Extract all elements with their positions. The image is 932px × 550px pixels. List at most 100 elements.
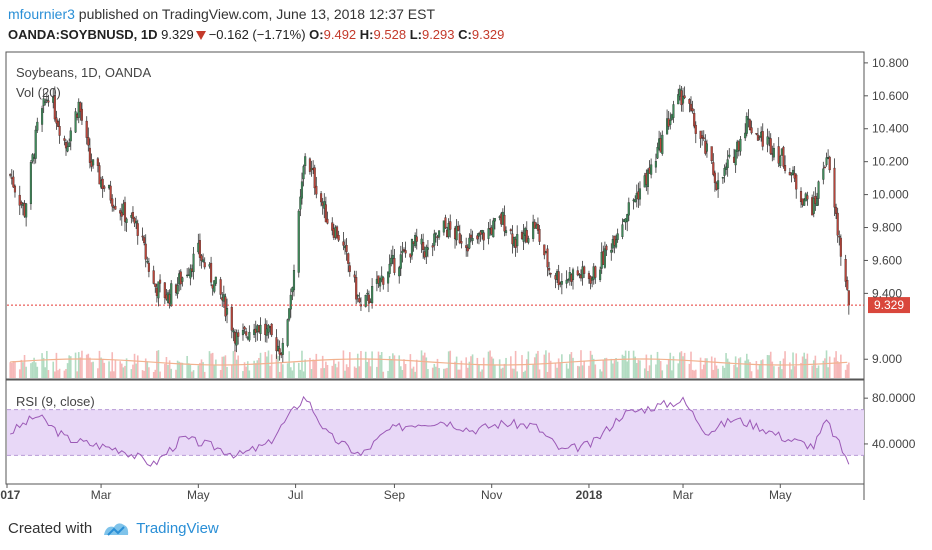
volume-bar: [47, 370, 50, 378]
volume-bar: [637, 359, 640, 378]
volume-bar: [444, 368, 447, 378]
volume-bar: [41, 353, 43, 378]
candle-body: [699, 130, 702, 139]
time-tick-label: 2018: [576, 488, 603, 502]
candle-body: [503, 214, 506, 232]
candle-body: [399, 254, 402, 269]
volume-bar: [270, 354, 273, 378]
volume-bar: [246, 361, 249, 378]
price-tick-label: 10.000: [872, 188, 909, 202]
candle-body: [846, 280, 849, 290]
volume-bar: [176, 360, 179, 378]
candle-body: [324, 204, 327, 223]
volume-bar: [179, 362, 182, 378]
candle-body: [847, 290, 850, 306]
volume-bar: [167, 364, 169, 378]
candle-body: [693, 113, 696, 127]
candle-body: [772, 147, 775, 158]
volume-bar: [326, 365, 329, 378]
volume-bar: [647, 370, 649, 378]
volume-bar: [683, 352, 686, 378]
volume-bar: [561, 354, 563, 378]
candle-body: [232, 330, 235, 333]
volume-bar: [293, 362, 295, 378]
volume-bar: [777, 366, 780, 378]
volume-bar: [321, 355, 324, 378]
volume-bar: [643, 368, 646, 378]
volume-bar: [734, 356, 737, 378]
volume-bar: [337, 361, 340, 378]
volume-bar: [548, 352, 550, 378]
candle-body: [326, 218, 329, 224]
volume-bar: [725, 353, 727, 378]
volume-bar: [125, 358, 128, 378]
candle-body: [425, 246, 428, 257]
tradingview-brand-link[interactable]: TradingView: [136, 519, 219, 537]
candle-body: [210, 262, 213, 283]
volume-bar: [804, 358, 807, 378]
volume-bar: [325, 361, 327, 378]
volume-bar: [159, 371, 161, 378]
volume-bar: [253, 360, 255, 378]
candle-body: [449, 221, 452, 230]
volume-bar: [699, 357, 702, 378]
price-tick-label: 10.200: [872, 155, 909, 169]
candle-body: [543, 244, 546, 256]
volume-bar: [482, 357, 485, 378]
volume-bar: [203, 371, 206, 378]
rsi-band: [7, 409, 864, 456]
volume-bar: [672, 356, 675, 378]
volume-bar: [460, 360, 463, 378]
volume-bar: [393, 355, 396, 378]
volume-bar: [122, 367, 125, 378]
candle-body: [728, 154, 731, 157]
candle-body: [53, 95, 56, 120]
author-link[interactable]: mfournier3: [8, 6, 75, 22]
volume-bar: [492, 358, 495, 378]
volume-bar: [368, 358, 370, 378]
candle-body: [721, 177, 724, 179]
volume-bar: [789, 362, 791, 378]
candle-body: [433, 233, 436, 246]
volume-bar: [588, 365, 590, 378]
volume-bar: [245, 366, 247, 378]
candle-body: [734, 149, 737, 166]
candle-body: [146, 261, 149, 263]
candle-body: [516, 234, 519, 247]
candle-body: [587, 273, 591, 280]
candle-body: [605, 245, 608, 251]
volume-bar: [423, 352, 426, 378]
time-tick-label: Mar: [673, 488, 694, 502]
candle-body: [560, 281, 563, 285]
volume-bar: [234, 350, 236, 378]
candle-body: [744, 132, 747, 139]
candle-body: [214, 276, 217, 284]
volume-bar: [702, 364, 705, 378]
open-value: 9.492: [323, 27, 357, 42]
candle-body: [791, 169, 795, 175]
volume-bar: [715, 365, 718, 378]
volume-bar: [31, 362, 34, 378]
candle-body: [782, 146, 785, 167]
footer: Created with TradingView: [8, 519, 219, 537]
candle-body: [308, 158, 311, 172]
candle-body: [525, 230, 528, 243]
candle-body: [815, 198, 819, 207]
candle-body: [390, 257, 393, 265]
volume-bar: [388, 356, 391, 378]
volume-bar: [33, 357, 35, 378]
volume-bar: [219, 369, 222, 378]
candle-body: [779, 156, 782, 167]
volume-bar: [446, 367, 448, 378]
candle-body: [213, 280, 216, 292]
volume-bar: [146, 361, 149, 378]
volume-bar: [334, 363, 337, 378]
volume-bar: [98, 350, 101, 378]
volume-bar: [591, 354, 593, 378]
volume-bar: [701, 369, 703, 378]
volume-bar: [9, 362, 11, 378]
volume-bar: [235, 359, 238, 378]
volume-bar: [766, 355, 769, 378]
volume-bar: [500, 368, 503, 378]
